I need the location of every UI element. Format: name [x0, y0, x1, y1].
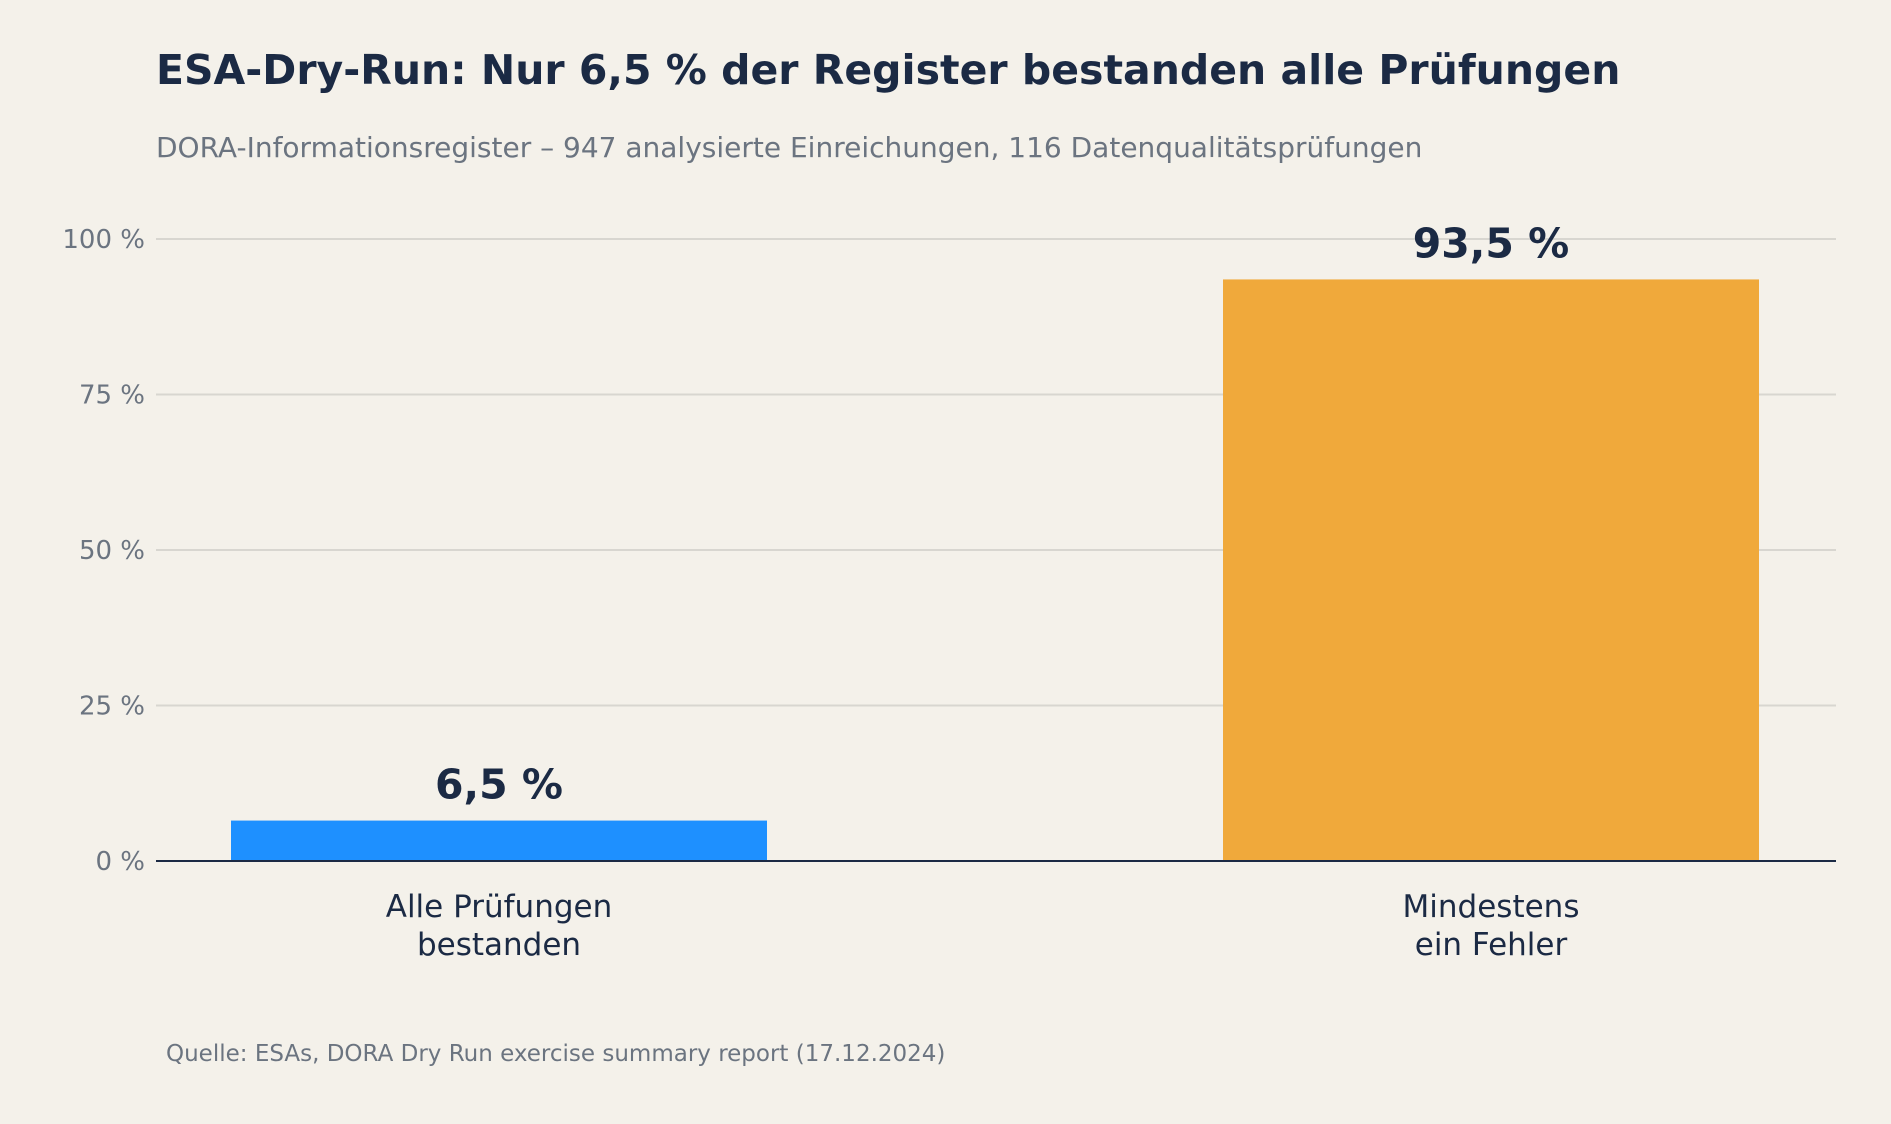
source-note: Quelle: ESAs, DORA Dry Run exercise summ… [166, 1041, 946, 1067]
data-label: 6,5 % [435, 761, 563, 809]
bar-layer [231, 279, 1759, 861]
y-tick-label: 50 % [79, 536, 145, 566]
label-layer: 0 % 25 % 50 % 75 % 100 % 6,5 % Alle Prüfungen b… [62, 219, 1836, 963]
y-tick-label: 75 % [79, 381, 145, 411]
chart-subtitle: DORA-Informationsregister – 947 analysie… [156, 131, 1423, 164]
x-tick-label: Mindestens ein Fehler [1403, 889, 1580, 963]
y-tick-label: 25 % [79, 692, 145, 722]
bar [231, 820, 767, 861]
bar [1223, 279, 1759, 861]
x-tick-label: Alle Prüfungen bestanden [386, 889, 613, 963]
chart-title: ESA-Dry-Run: Nur 6,5 % der Register best… [156, 46, 1621, 94]
data-label: 93,5 % [1413, 219, 1570, 267]
y-tick-label: 100 % [62, 225, 145, 255]
y-tick-label: 0 % [95, 847, 145, 877]
